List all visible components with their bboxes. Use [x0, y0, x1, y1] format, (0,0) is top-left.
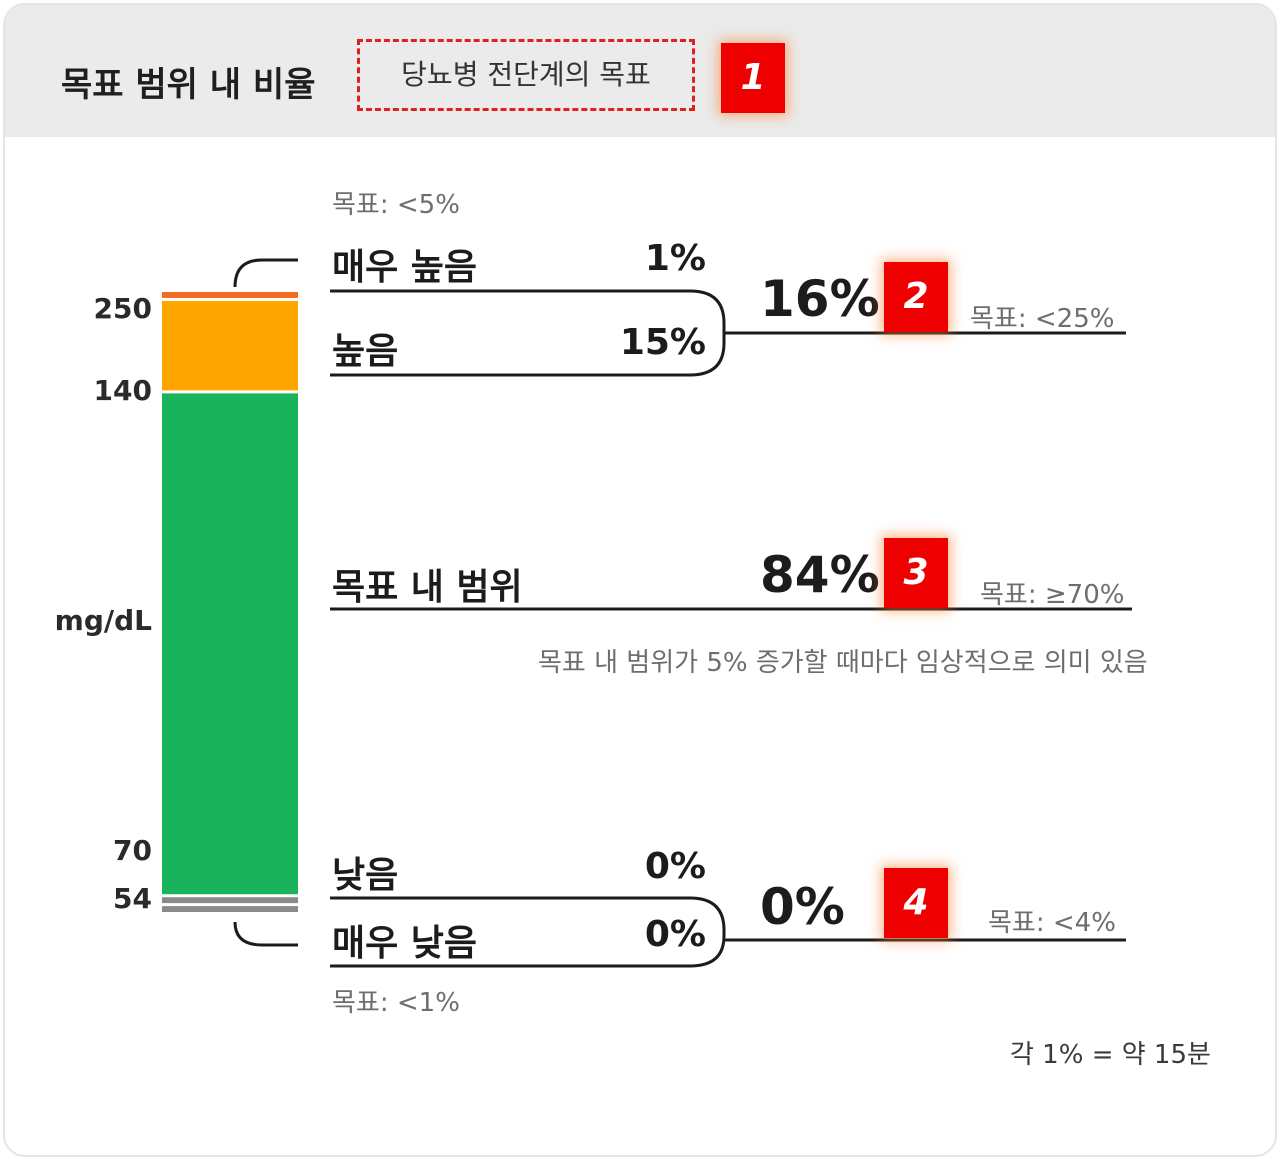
high-segment: [162, 300, 298, 391]
connector-lines: [233, 258, 1132, 968]
annotation-badge-3: 3: [884, 538, 948, 608]
high-total-goal: 목표: <25%: [970, 304, 1115, 334]
very-low-label: 매우 낮음: [332, 923, 478, 964]
very-low-goal: 목표: <1%: [332, 988, 460, 1018]
time-footnote: 각 1% = 약 15분: [1010, 1040, 1211, 1070]
high-percent: 15%: [619, 322, 706, 363]
low-line: [330, 896, 726, 968]
annotation-badge-1: 1: [721, 43, 785, 113]
in-range-note: 목표 내 범위가 5% 증가할 때마다 임상적으로 의미 있음: [538, 648, 1148, 678]
low-segment: [162, 897, 298, 904]
very-high-segment: [162, 292, 298, 298]
unit-label: mg/dL: [54, 604, 152, 637]
very-high-percent: 1%: [644, 238, 706, 279]
threshold-label-140: 140: [93, 374, 152, 407]
low-label: 낮음: [332, 855, 399, 896]
very-low-segment: [162, 906, 298, 912]
card-header: [5, 5, 1275, 137]
low-percent: 0%: [644, 846, 706, 887]
annotation-badge-4: 4: [884, 868, 948, 938]
bar-segments: [162, 292, 298, 912]
very-high-goal: 목표: <5%: [332, 190, 460, 220]
in-range-percent: 84%: [760, 546, 880, 604]
target-type-label: 당뇨병 전단계의 목표: [357, 39, 695, 111]
card-title: 목표 범위 내 비율: [61, 65, 316, 105]
in-range-goal: 목표: ≥70%: [980, 580, 1125, 610]
bracket-high: [233, 258, 298, 288]
in-range-label: 목표 내 범위: [332, 567, 523, 608]
high-total-percent: 16%: [760, 270, 880, 328]
high-label: 높음: [332, 331, 399, 372]
threshold-label-250: 250: [93, 292, 152, 325]
annotation-badge-2: 2: [884, 262, 948, 332]
very-low-percent: 0%: [644, 914, 706, 955]
in-range-segment: [162, 393, 298, 895]
low-total-percent: 0%: [760, 878, 845, 936]
threshold-label-54: 54: [113, 882, 152, 915]
very-high-label: 매우 높음: [332, 247, 478, 288]
low-total-goal: 목표: <4%: [988, 908, 1116, 938]
threshold-label-70: 70: [113, 834, 152, 867]
bracket-low: [233, 921, 298, 947]
